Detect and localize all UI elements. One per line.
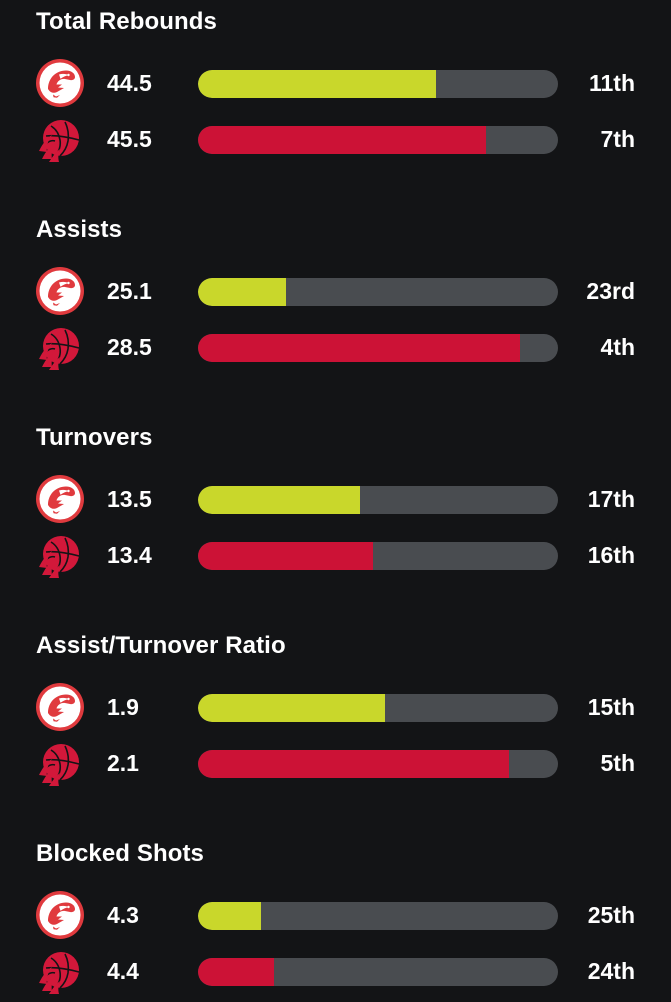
league-rank: 4th [600, 334, 636, 360]
league-rank: 11th [588, 70, 635, 96]
stat-bar-fill [198, 486, 360, 514]
stat-bar [198, 750, 558, 778]
section-title: Assists [36, 216, 123, 243]
league-rank: 17th [587, 486, 635, 512]
league-rank: 15th [587, 694, 635, 720]
league-rank: 16th [587, 542, 635, 568]
stat-bar-fill [198, 694, 386, 722]
raptors-logo-icon [35, 530, 85, 580]
stat-row-raptors: 45.5 7th [0, 114, 671, 170]
stat-row-hawks: 25.1 23rd [0, 266, 671, 322]
stat-row-raptors: 2.1 5th [0, 738, 671, 794]
stat-row-hawks: 13.5 17th [0, 474, 671, 530]
stat-bar [198, 486, 558, 514]
stat-bar [198, 278, 558, 306]
raptors-logo-icon [35, 946, 85, 996]
stat-bar [198, 902, 558, 930]
stat-row-hawks: 1.9 15th [0, 682, 671, 738]
stat-value: 2.1 [107, 750, 139, 776]
stat-value: 28.5 [107, 334, 152, 360]
hawks-logo-icon [35, 266, 85, 316]
stat-bar-fill [198, 278, 287, 306]
section-title: Total Rebounds [36, 8, 217, 35]
stat-bar-fill [198, 126, 486, 154]
hawks-logo-icon [35, 474, 85, 524]
league-rank: 7th [600, 126, 636, 152]
stat-bar [198, 542, 558, 570]
stat-value: 4.3 [107, 902, 139, 928]
stat-bar [198, 694, 558, 722]
section-title: Blocked Shots [36, 840, 204, 867]
league-rank: 5th [600, 750, 636, 776]
section-title: Assist/Turnover Ratio [36, 632, 286, 659]
hawks-logo-icon [35, 682, 85, 732]
stat-row-raptors: 4.4 24th [0, 946, 671, 1002]
stat-bar-fill [198, 958, 274, 986]
stat-value: 45.5 [107, 126, 152, 152]
stat-bar [198, 334, 558, 362]
raptors-logo-icon [35, 738, 85, 788]
stat-bar-fill [198, 902, 261, 930]
stat-value: 13.5 [107, 486, 152, 512]
stat-row-hawks: 44.5 11th [0, 58, 671, 114]
stat-bar-fill [198, 750, 510, 778]
stat-value: 1.9 [107, 694, 139, 720]
stat-bar-fill [198, 334, 521, 362]
hawks-logo-icon [35, 58, 85, 108]
stat-bar [198, 126, 558, 154]
stat-bar [198, 70, 558, 98]
stat-row-hawks: 4.3 25th [0, 890, 671, 946]
stat-value: 4.4 [107, 958, 139, 984]
stat-value: 25.1 [107, 278, 152, 304]
stat-row-raptors: 13.4 16th [0, 530, 671, 586]
raptors-logo-icon [35, 114, 85, 164]
stat-row-raptors: 28.5 4th [0, 322, 671, 378]
league-rank: 24th [587, 958, 635, 984]
stat-bar-fill [198, 70, 436, 98]
league-rank: 23rd [586, 278, 635, 304]
stat-bar [198, 958, 558, 986]
hawks-logo-icon [35, 890, 85, 940]
stat-value: 44.5 [107, 70, 152, 96]
stat-bar-fill [198, 542, 373, 570]
section-title: Turnovers [36, 424, 153, 451]
stat-value: 13.4 [107, 542, 152, 568]
raptors-logo-icon [35, 322, 85, 372]
league-rank: 25th [587, 902, 635, 928]
